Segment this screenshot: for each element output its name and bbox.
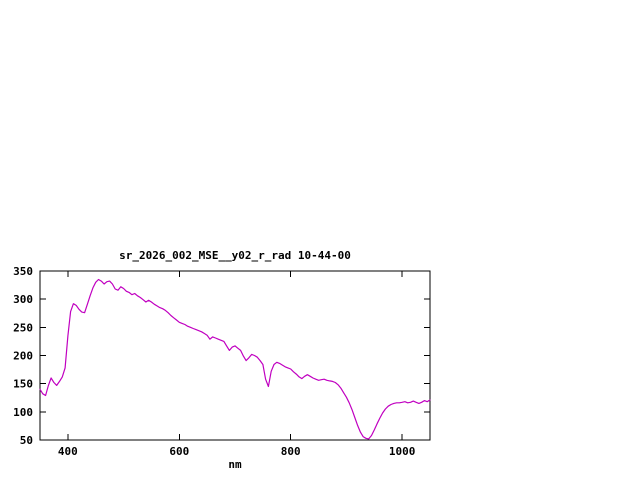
- svg-text:250: 250: [13, 321, 33, 334]
- chart-title: sr_2026_002_MSE__y02_r_rad 10-44-00: [119, 249, 351, 262]
- x-axis-label: nm: [228, 458, 242, 471]
- svg-text:300: 300: [13, 293, 33, 306]
- svg-text:200: 200: [13, 350, 33, 363]
- svg-text:150: 150: [13, 378, 33, 391]
- svg-text:1000: 1000: [389, 445, 416, 458]
- svg-text:800: 800: [281, 445, 301, 458]
- svg-text:600: 600: [169, 445, 189, 458]
- svg-text:100: 100: [13, 406, 33, 419]
- svg-text:350: 350: [13, 265, 33, 278]
- svg-text:50: 50: [20, 434, 33, 447]
- svg-text:400: 400: [58, 445, 78, 458]
